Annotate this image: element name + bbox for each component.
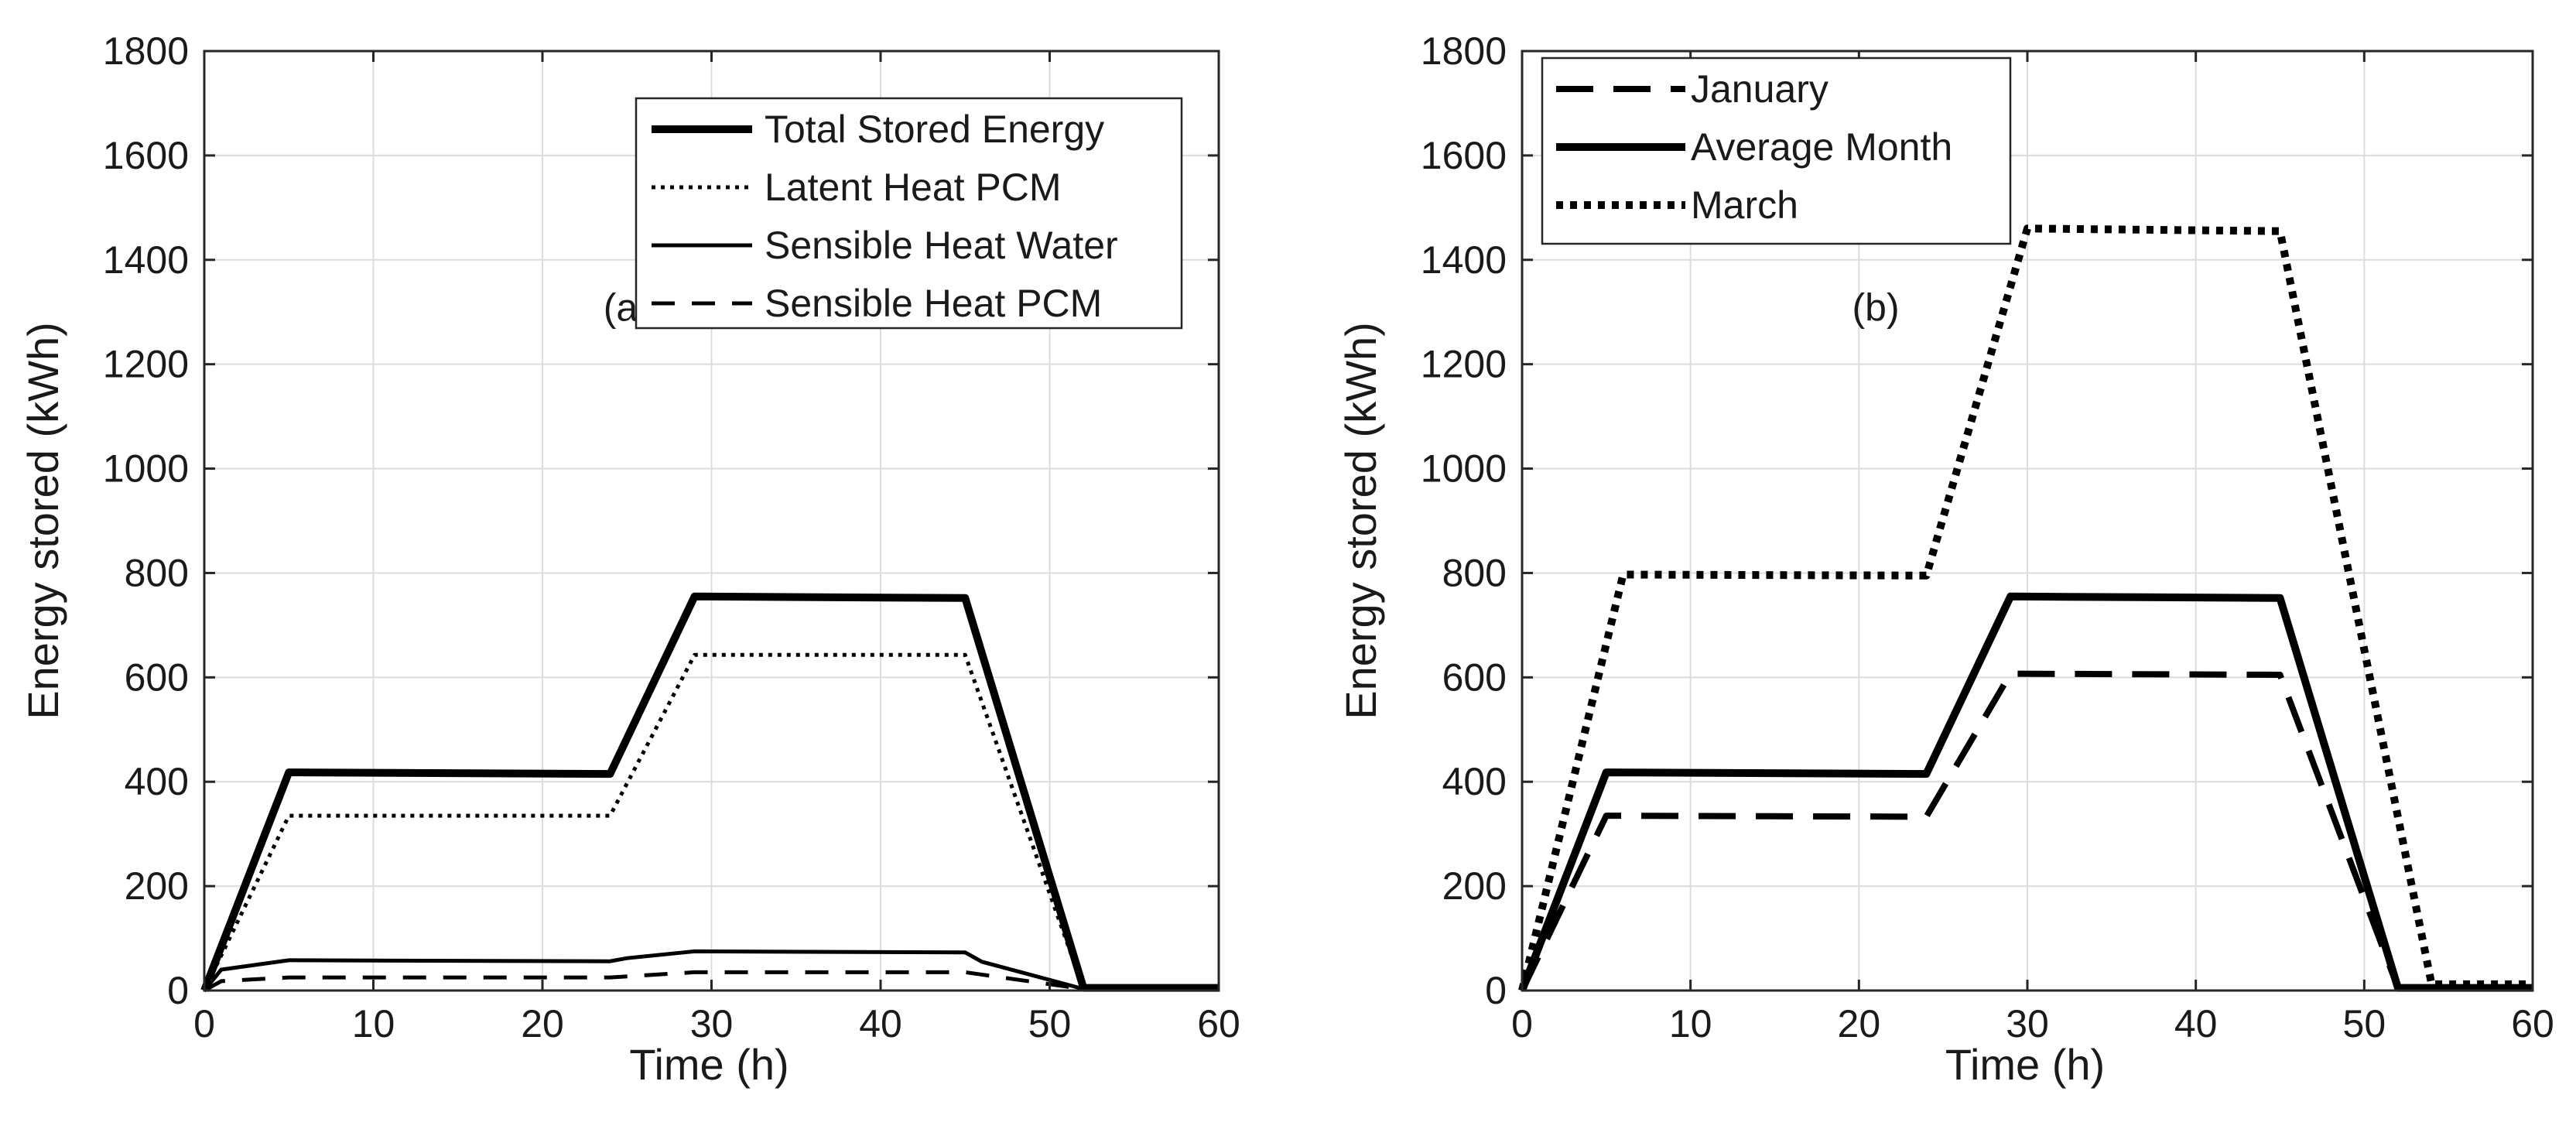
y-tick-label: 1000	[103, 447, 189, 491]
chart-panel-b: 0 10 20 30 40 50 60020040060080010001200140016…	[1336, 29, 2554, 1089]
y-tick-label: 200	[125, 864, 189, 908]
series-line-sensible-heat-pcm	[203, 970, 1219, 993]
y-tick-label: 1400	[1421, 238, 1507, 282]
panel-label: (b)	[1852, 286, 1900, 329]
y-tick-label: 1800	[103, 29, 189, 73]
legend-label: March	[1691, 183, 1798, 227]
y-tick-label: 1000	[1421, 447, 1507, 491]
x-tick-label: 20	[521, 1002, 564, 1045]
y-tick-label: 800	[125, 551, 189, 594]
x-tick-label: 50	[2343, 1002, 2386, 1045]
y-axis-title: Energy stored (kWh)	[19, 322, 67, 720]
legend-box	[635, 97, 1183, 330]
x-tick-label: 50	[1028, 1002, 1072, 1045]
x-tick-label: 0	[193, 1002, 215, 1045]
y-tick-label: 200	[1442, 864, 1507, 908]
y-axis-title: Energy stored (kWh)	[1336, 322, 1385, 720]
legend-label: Average Month	[1691, 125, 1952, 169]
x-tick-label: 60	[2511, 1002, 2554, 1045]
y-tick-label: 1200	[1421, 343, 1507, 386]
x-axis-title: Time (h)	[629, 1040, 789, 1089]
legend: January Average Month March	[1541, 56, 2012, 245]
series-line-average-month	[1518, 592, 2533, 992]
x-tick-label: 60	[1197, 1002, 1240, 1045]
y-tick-label: 1600	[1421, 134, 1507, 177]
y-tick-label: 800	[1442, 551, 1507, 594]
x-tick-label: 40	[859, 1002, 902, 1045]
y-tick-label: 1800	[1421, 29, 1507, 73]
y-tick-label: 600	[125, 655, 189, 699]
x-tick-label: 0	[1511, 1002, 1533, 1045]
legend-label: Latent Heat PCM	[765, 166, 1062, 209]
y-tick-label: 600	[1442, 655, 1507, 699]
legend-label: Total Stored Energy	[765, 108, 1104, 151]
y-tick-label: 1400	[103, 238, 189, 282]
series-line-sensible-heat-water	[203, 949, 1219, 992]
x-axis-title: Time (h)	[1945, 1040, 2105, 1089]
y-tick-label: 400	[1442, 760, 1507, 803]
x-tick-label: 30	[2006, 1002, 2049, 1045]
series-line-march	[1518, 224, 2533, 992]
x-tick-label: 40	[2174, 1002, 2218, 1045]
chart-panel-a: 0 10 20 30 40 50 60020040060080010001200140016…	[19, 29, 1240, 1089]
y-tick-label: 0	[167, 969, 189, 1012]
legend-label: Sensible Heat PCM	[765, 282, 1102, 325]
legend: Total Stored Energy Latent Heat PCM Sensib…	[635, 97, 1183, 330]
y-tick-label: 1200	[103, 343, 189, 386]
x-tick-label: 30	[690, 1002, 734, 1045]
legend-label: January	[1691, 67, 1829, 111]
x-tick-label: 10	[1669, 1002, 1712, 1045]
x-tick-label: 20	[1838, 1002, 1881, 1045]
y-tick-label: 400	[125, 760, 189, 803]
legend-label: Sensible Heat Water	[765, 224, 1118, 267]
y-tick-label: 0	[1485, 969, 1507, 1012]
x-tick-label: 10	[352, 1002, 395, 1045]
y-tick-label: 1600	[103, 134, 189, 177]
